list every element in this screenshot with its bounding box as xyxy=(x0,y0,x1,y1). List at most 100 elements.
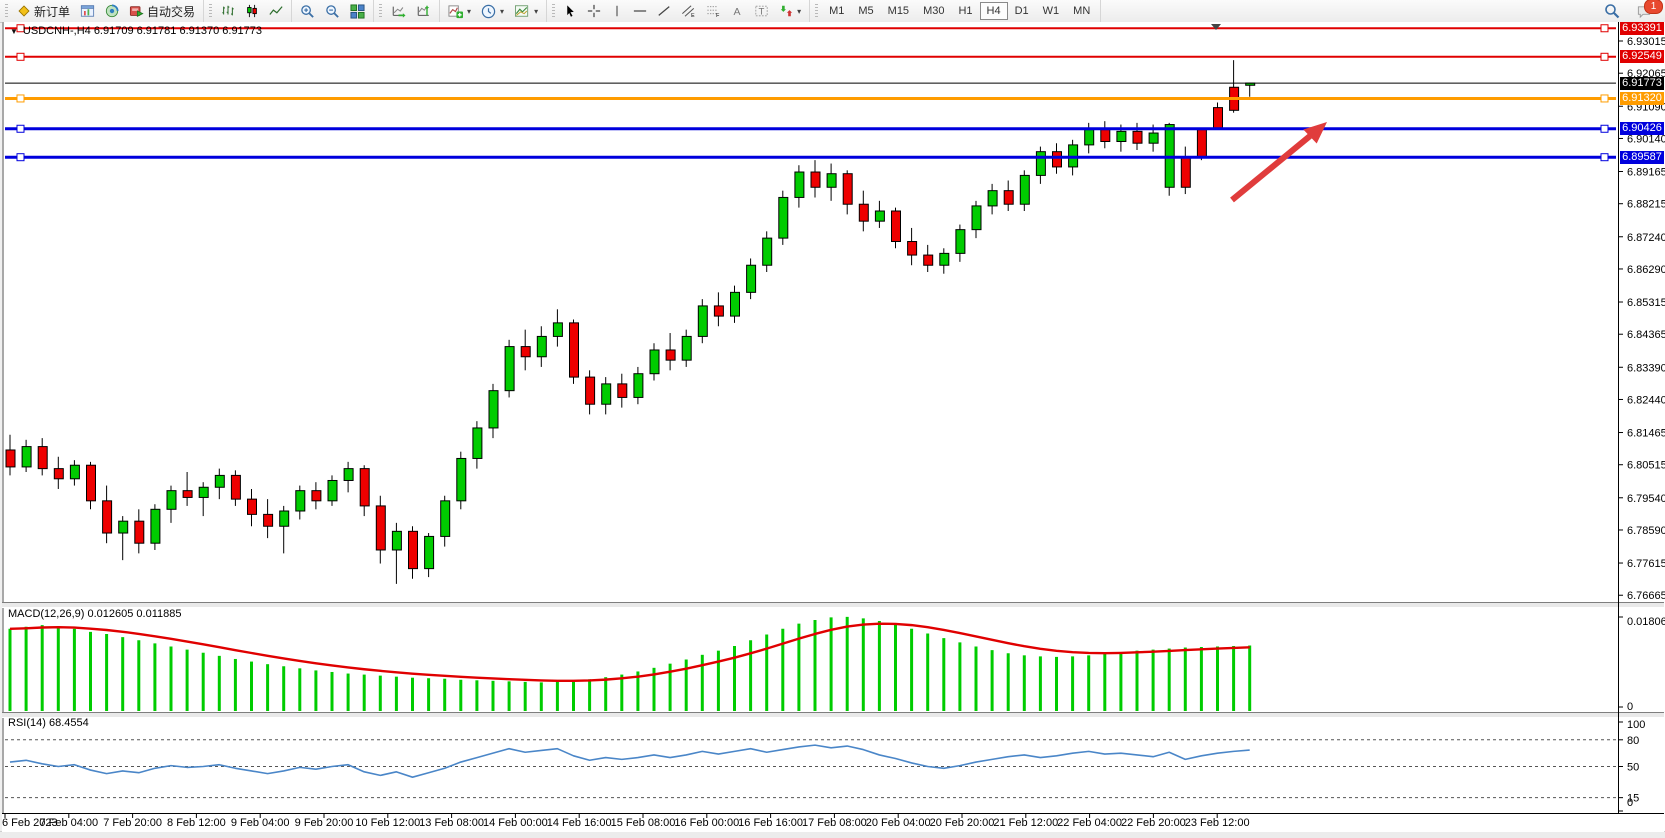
line-chart-button[interactable] xyxy=(264,2,288,20)
charts-window-button[interactable] xyxy=(75,2,100,20)
notifications-button[interactable]: 1 xyxy=(1631,0,1663,21)
new-order-icon xyxy=(18,5,30,17)
line-anchor[interactable] xyxy=(16,94,25,103)
templates-button[interactable]: ▾ xyxy=(509,2,543,20)
line-anchor[interactable] xyxy=(1600,124,1609,133)
time-tick-label: 21 Feb 12:00 xyxy=(993,817,1058,829)
search-button[interactable] xyxy=(1599,1,1625,21)
trendline-button[interactable] xyxy=(652,2,676,20)
toolbar-grip[interactable] xyxy=(209,4,213,18)
timeframe-D1[interactable]: D1 xyxy=(1014,5,1029,17)
chart-shift-icon xyxy=(417,5,430,16)
autotrading-button[interactable]: 自动交易 xyxy=(124,1,200,22)
toolbar-group-indicators: ▾ ▾ ▾ xyxy=(440,0,548,22)
template-icon xyxy=(515,5,529,17)
toolbar-grip[interactable] xyxy=(379,4,383,18)
new-order-button[interactable]: 新订单 xyxy=(12,1,75,22)
annotation-arrow-shaft[interactable] xyxy=(1230,133,1312,203)
timeframe-M5[interactable]: M5 xyxy=(858,5,874,17)
timeframe-M30[interactable]: M30 xyxy=(923,5,945,17)
candle xyxy=(810,171,821,188)
panel-splitter[interactable] xyxy=(2,602,1664,608)
text-label-button[interactable]: T xyxy=(749,2,774,20)
candle xyxy=(1084,129,1095,146)
toolbar-group-trade: 新订单 自动交易 xyxy=(0,0,205,22)
line-anchor[interactable] xyxy=(16,52,25,61)
vertical-line-button[interactable] xyxy=(606,2,628,20)
annotation-arrow-head[interactable] xyxy=(1303,122,1327,144)
horizontal-line-button[interactable] xyxy=(628,2,652,20)
auto-scroll-button[interactable] xyxy=(386,2,411,20)
candle xyxy=(295,490,306,512)
candle xyxy=(118,520,129,534)
cursor-button[interactable] xyxy=(559,2,582,20)
candle xyxy=(230,474,241,500)
timeframe-M1[interactable]: M1 xyxy=(829,5,845,17)
autotrading-icon xyxy=(129,6,144,17)
add-indicator-button[interactable]: ▾ xyxy=(443,2,476,21)
candle xyxy=(1003,190,1014,205)
svg-text:T: T xyxy=(759,7,765,18)
timeframe-MN[interactable]: MN xyxy=(1073,5,1091,17)
price-tick-label: 6.89165 xyxy=(1627,167,1665,179)
timeframe-H1[interactable]: H1 xyxy=(958,5,973,17)
time-tick-label: 9 Feb 04:00 xyxy=(231,817,290,829)
macd-indicator-label: MACD(12,26,9) 0.012605 0.011885 xyxy=(8,608,182,620)
candle-chart-button[interactable] xyxy=(240,2,264,20)
candle xyxy=(601,383,612,405)
fibonacci-button[interactable]: F xyxy=(701,2,726,20)
candle xyxy=(617,383,628,398)
tile-windows-button[interactable] xyxy=(345,2,370,21)
macd-min-label: 0 xyxy=(1627,701,1633,713)
panel-splitter[interactable] xyxy=(2,712,1664,718)
line-anchor[interactable] xyxy=(1600,24,1609,33)
time-axis[interactable] xyxy=(2,813,1664,832)
zoom-out-button[interactable] xyxy=(320,2,345,21)
arrows-button[interactable]: ▾ xyxy=(774,2,806,20)
candle xyxy=(86,464,96,502)
equidistant-channel-button[interactable]: E xyxy=(676,2,701,20)
zoom-in-icon xyxy=(301,4,314,18)
toolbar-grip[interactable] xyxy=(552,4,556,18)
candle xyxy=(552,322,563,337)
chart-shift-button[interactable] xyxy=(411,2,436,20)
line-anchor[interactable] xyxy=(16,153,25,162)
line-anchor[interactable] xyxy=(1600,153,1609,162)
ticks-button[interactable] xyxy=(100,2,124,20)
price-tag: 6.90426 xyxy=(1620,122,1664,136)
text-button[interactable]: A xyxy=(726,2,749,20)
time-tick-label: 22 Feb 20:00 xyxy=(1121,817,1186,829)
crosshair-button[interactable] xyxy=(582,2,606,20)
time-tick-label: 14 Feb 00:00 xyxy=(483,817,548,829)
timeframe-M15[interactable]: M15 xyxy=(887,5,910,17)
bar-chart-button[interactable] xyxy=(216,2,240,20)
toolbar-grip[interactable] xyxy=(5,4,8,18)
toolbar: 新订单 自动交易 xyxy=(0,0,1665,23)
dropdown-arrow-icon: ▾ xyxy=(797,6,802,16)
periods-button[interactable]: ▾ xyxy=(476,2,509,21)
zoom-in-button[interactable] xyxy=(295,2,320,21)
price-tag: 6.91773 xyxy=(1620,76,1664,90)
timeframe-H4[interactable]: H4 xyxy=(979,2,1008,20)
candle xyxy=(472,427,483,459)
tile-windows-icon xyxy=(350,3,365,19)
candle xyxy=(987,190,998,207)
candle xyxy=(1052,151,1062,168)
candle xyxy=(665,349,676,361)
toolbar-grip[interactable] xyxy=(815,4,819,18)
candle xyxy=(37,446,48,470)
one-click-dropdown-icon[interactable]: ▼ xyxy=(10,26,18,36)
line-anchor[interactable] xyxy=(16,24,25,33)
price-tag: 6.92549 xyxy=(1620,50,1664,64)
chart-shift-marker[interactable] xyxy=(1211,24,1221,30)
line-anchor[interactable] xyxy=(1600,52,1609,61)
line-anchor[interactable] xyxy=(16,124,25,133)
timeframe-W1[interactable]: W1 xyxy=(1042,5,1060,17)
candle xyxy=(826,173,837,188)
line-anchor[interactable] xyxy=(1600,94,1609,103)
candle xyxy=(424,535,435,570)
price-tick-label: 6.81465 xyxy=(1627,428,1665,440)
candle xyxy=(1019,174,1030,205)
candle xyxy=(1132,130,1143,144)
